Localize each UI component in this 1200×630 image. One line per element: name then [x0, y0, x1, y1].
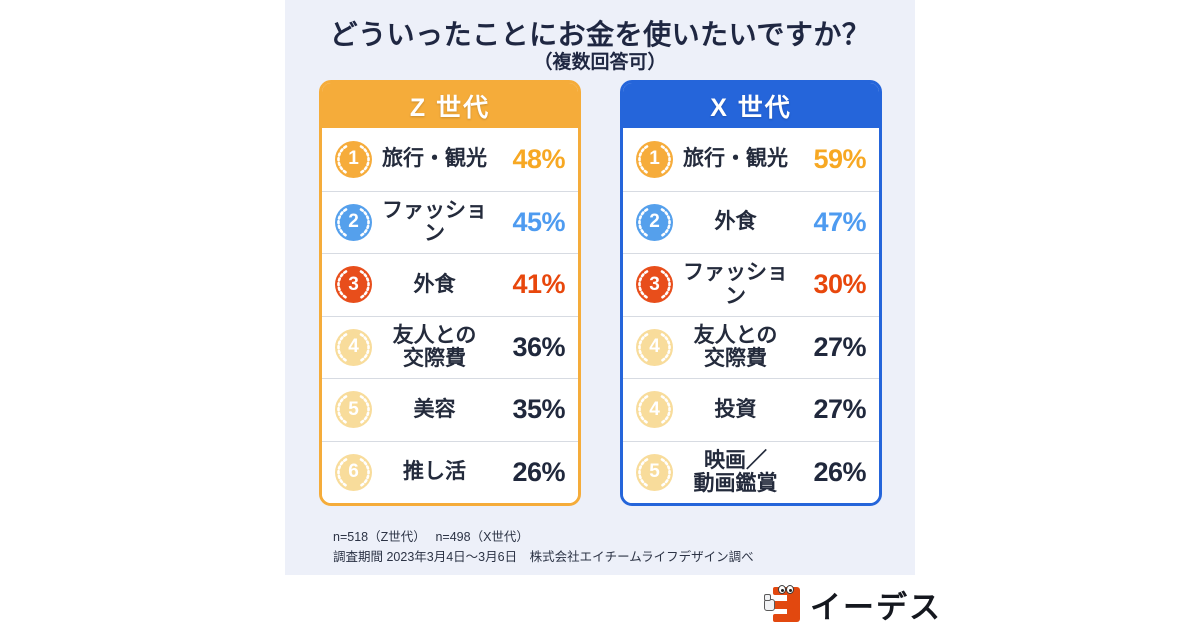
item-label: 友人との 交際費 [392, 323, 477, 371]
rank-row: 2 外食 47% [623, 190, 879, 253]
rank-row: 5 美容 35% [322, 378, 578, 441]
laurel-medal-icon: 3 [636, 266, 673, 304]
item-label: 投資 [714, 397, 757, 421]
item-label: 旅行・観光 [683, 147, 788, 171]
laurel-medal-icon: 5 [335, 391, 372, 429]
rank-row: 4 投資 27% [623, 378, 879, 441]
laurel-medal-icon: 4 [335, 328, 372, 366]
sample-size-note: n=518（Z世代） n=498（X世代） [333, 530, 529, 544]
item-label: 推し活 [403, 460, 466, 484]
survey-notes: n=518（Z世代） n=498（X世代） 調査期間 2023年3月4日～3月6… [333, 527, 754, 568]
rank-row: 3 外食 41% [322, 253, 578, 316]
rank-row: 1 旅行・観光 48% [322, 128, 578, 191]
page-title: どういったことにお金を使いたいですか？ [329, 19, 871, 50]
item-value: 47% [813, 206, 866, 237]
rank-number: 4 [348, 336, 359, 358]
rank-row: 4 友人との 交際費 27% [623, 315, 879, 378]
laurel-medal-icon: 2 [335, 203, 372, 241]
item-label: 映画／ 動画鑑賞 [693, 448, 778, 496]
laurel-medal-icon: 4 [636, 391, 673, 429]
rank-number: 4 [649, 398, 660, 420]
item-value: 30% [813, 269, 866, 300]
item-label: 旅行・観光 [382, 147, 487, 171]
laurel-medal-icon: 3 [335, 266, 372, 304]
item-value: 48% [512, 143, 565, 174]
rank-number: 2 [348, 211, 359, 233]
item-value: 45% [512, 206, 565, 237]
ranking-columns: Z 世代 1 旅行・観光 48% 2 ファッション 45% 3 外食 41% [319, 80, 882, 506]
item-label: 外食 [413, 272, 456, 296]
item-value: 41% [512, 269, 565, 300]
rank-row: 2 ファッション 45% [322, 190, 578, 253]
laurel-medal-icon: 4 [636, 328, 673, 366]
rank-number: 6 [348, 461, 359, 483]
rank-row: 5 映画／ 動画鑑賞 26% [623, 440, 879, 503]
laurel-medal-icon: 2 [636, 203, 673, 241]
rank-number: 4 [649, 336, 660, 358]
rank-number: 1 [649, 148, 660, 170]
item-label: 外食 [714, 210, 757, 234]
rank-number: 5 [348, 398, 359, 420]
survey-period-note: 調査期間 2023年3月4日～3月6日 株式会社エイチームライフデザイン調べ [333, 550, 754, 565]
column-header-gen-z: Z 世代 [322, 83, 578, 128]
item-value: 27% [813, 394, 866, 425]
brand-logo: イーデス [764, 582, 942, 627]
laurel-medal-icon: 6 [335, 453, 372, 491]
laurel-medal-icon: 1 [335, 140, 372, 178]
rank-row: 1 旅行・観光 59% [623, 128, 879, 191]
item-label: ファッション [683, 261, 788, 308]
column-card-gen-z: Z 世代 1 旅行・観光 48% 2 ファッション 45% 3 外食 41% [319, 80, 581, 506]
item-value: 35% [512, 394, 565, 425]
rank-row: 4 友人との 交際費 36% [322, 315, 578, 378]
brand-logo-text: イーデス [810, 590, 942, 625]
rank-number: 5 [649, 461, 660, 483]
item-value: 27% [813, 331, 866, 362]
item-label: ファッション [382, 198, 487, 246]
rank-number: 1 [348, 148, 359, 170]
column-card-gen-x: X 世代 1 旅行・観光 59% 2 外食 47% 3 ファッション 30% [620, 80, 882, 506]
rank-row: 6 推し活 26% [322, 440, 578, 503]
item-value: 36% [512, 331, 565, 362]
item-value: 26% [813, 456, 866, 487]
item-label: 美容 [413, 397, 456, 421]
rank-number: 2 [649, 211, 660, 233]
item-value: 59% [813, 143, 866, 174]
edesu-robot-icon [764, 584, 802, 625]
column-header-gen-x: X 世代 [623, 83, 879, 128]
rank-number: 3 [649, 273, 660, 295]
laurel-medal-icon: 5 [636, 453, 673, 491]
item-label: 友人との 交際費 [693, 323, 778, 371]
rank-row: 3 ファッション 30% [623, 253, 879, 316]
laurel-medal-icon: 1 [636, 140, 673, 178]
item-value: 26% [512, 456, 565, 487]
rank-number: 3 [348, 273, 359, 295]
page-subtitle: （複数回答可） [533, 52, 667, 73]
